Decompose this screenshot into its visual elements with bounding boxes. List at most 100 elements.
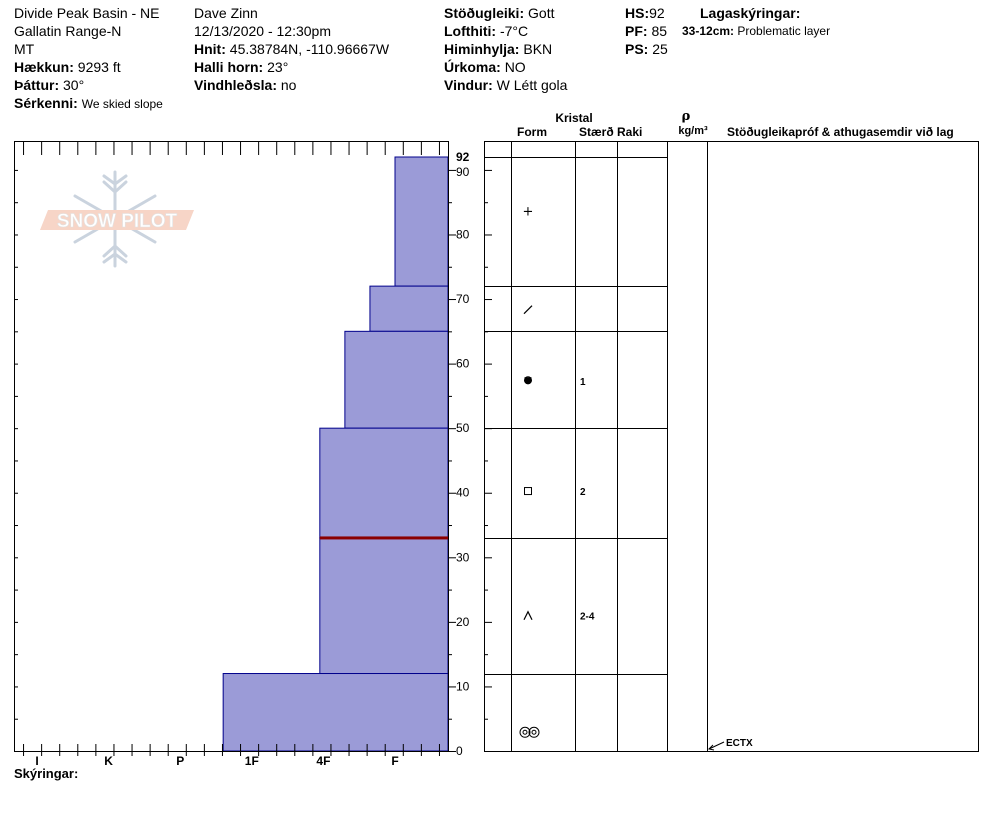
test-pointer-arrow-icon xyxy=(707,744,715,751)
precip-particles-icon: + xyxy=(523,205,534,220)
layer-note-row: 33-12cm: Problematic layer xyxy=(682,22,830,40)
hs-label: HS: xyxy=(625,5,650,21)
depth-tick-label: 30 xyxy=(456,550,470,564)
legend-label: Skýringar: xyxy=(14,766,78,781)
slope-value: 23° xyxy=(267,59,289,75)
depth-tick-label: 40 xyxy=(456,486,470,500)
elevation-value: 9293 ft xyxy=(77,59,121,75)
coords-label: Hnit: xyxy=(194,41,226,57)
features-value: We skied slope xyxy=(81,97,163,111)
depth-tick-label: 92 xyxy=(456,150,470,164)
hardness-layer-bar xyxy=(394,156,449,287)
hardness-plot-frame xyxy=(14,141,449,752)
depth-tick-label: 10 xyxy=(456,679,470,693)
depth-tick-label: 20 xyxy=(456,615,470,629)
size-header: Stærð xyxy=(579,125,614,139)
aspect-label: Þáttur: xyxy=(14,77,60,93)
melt-freeze-icon xyxy=(519,726,531,738)
wind-loading-value: no xyxy=(280,77,297,93)
pf-label: PF: xyxy=(625,23,648,39)
elevation-row: Hækkun: 9293 ft xyxy=(14,58,163,76)
layer-notes-title: Lagaskýringar: xyxy=(700,4,830,22)
weather-info: Stöðugleiki: Gott Lofthiti: -7°C Himinhy… xyxy=(444,4,567,94)
hardness-axis-labels: I K P 1F 4F F xyxy=(35,754,398,768)
ps-row: PS: 25 xyxy=(625,40,668,58)
elevation-label: Hækkun: xyxy=(14,59,74,75)
stability-tests: ECTX xyxy=(707,738,753,751)
ps-value: 25 xyxy=(652,41,668,57)
hardness-tick-label: 4F xyxy=(316,754,330,768)
stability-value: Gott xyxy=(528,5,555,21)
depth-tick-label: 70 xyxy=(456,292,470,306)
layer-table-frame xyxy=(484,141,979,752)
depth-tick-label: 90 xyxy=(456,165,470,179)
layer-notes-label: Lagaskýringar: xyxy=(700,5,801,21)
melt-freeze-inner-icon xyxy=(522,729,528,735)
melt-freeze-icon xyxy=(528,726,540,738)
hardness-tick-label: I xyxy=(35,754,38,768)
air-temp-value: -7°C xyxy=(499,23,529,39)
state-name: MT xyxy=(14,41,35,57)
range-name: Gallatin Range-N xyxy=(14,23,122,39)
hs-row: HS:92 xyxy=(625,4,668,22)
decomposing-fragments-icon xyxy=(523,305,533,315)
test-result-label: ECTX xyxy=(726,738,753,749)
observer-name: Dave Zinn xyxy=(194,5,258,21)
depth-tick-label: 80 xyxy=(456,227,470,241)
rounded-facet-outline-icon xyxy=(524,376,532,385)
depth-tick-label: 0 xyxy=(456,744,463,758)
top-minor-ticks xyxy=(23,142,440,155)
ps-label: PS: xyxy=(625,41,649,57)
slope-row: Halli horn: 23° xyxy=(194,58,389,76)
logo-banner xyxy=(40,210,194,230)
density-unit: kg/m³ xyxy=(678,125,708,137)
table-layer-rows xyxy=(484,157,667,675)
hardness-layer-bar xyxy=(222,673,449,752)
air-temp-label: Lofthiti: xyxy=(444,23,497,39)
left-minor-ticks xyxy=(14,169,18,752)
stability-row: Stöðugleiki: Gott xyxy=(444,4,567,22)
sky-label: Himinhylja: xyxy=(444,41,520,57)
grain-size-label: 2 xyxy=(580,487,586,498)
grain-size-label: 1 xyxy=(580,377,586,388)
snowpilot-logo: SNOW PILOT xyxy=(40,170,194,268)
weak-layer-marker xyxy=(319,536,448,540)
hs-value: 92 xyxy=(649,5,665,21)
wind-loading-row: Vindhleðsla: no xyxy=(194,76,389,94)
hardness-tick-label: F xyxy=(391,754,398,768)
air-temp-row: Lofthiti: -7°C xyxy=(444,22,567,40)
location-name: Divide Peak Basin - NE xyxy=(14,5,160,21)
depth-tick-label: 60 xyxy=(456,357,470,371)
features-label: Sérkenni: xyxy=(14,95,78,111)
hardness-layer-bar xyxy=(319,427,449,539)
stability-tests-header: Stöðugleikapróf & athugasemdir við lag xyxy=(727,125,954,139)
hardness-layer-bar xyxy=(344,330,449,429)
precip-row: Úrkoma: NO xyxy=(444,58,567,76)
faceted-crystal-icon xyxy=(524,487,532,496)
hardness-tick-label: P xyxy=(176,754,184,768)
wind-label: Vindur: xyxy=(444,77,493,93)
coords-value: 45.38784N, -110.96667W xyxy=(229,41,390,57)
location-info: Divide Peak Basin - NE Gallatin Range-N … xyxy=(14,4,163,113)
pf-value: 85 xyxy=(651,23,668,39)
sky-value: BKN xyxy=(523,41,553,57)
moisture-header: Raki xyxy=(617,125,642,139)
form-header: Form xyxy=(517,125,547,139)
logo-text: SNOW PILOT xyxy=(57,211,178,232)
hardness-layer-bar xyxy=(319,537,449,675)
layer-note-text: Problematic layer xyxy=(737,24,831,38)
hardness-tick-label: K xyxy=(104,754,113,768)
melt-freeze-inner-icon xyxy=(531,729,537,735)
precip-label: Úrkoma: xyxy=(444,59,501,75)
wind-row: Vindur: W Létt gola xyxy=(444,76,567,94)
hardness-tick-label: 1F xyxy=(245,754,259,768)
aspect-value: 30° xyxy=(63,77,85,93)
stability-label: Stöðugleiki: xyxy=(444,5,525,21)
wind-loading-label: Vindhleðsla: xyxy=(194,77,277,93)
slope-label: Halli horn: xyxy=(194,59,264,75)
depth-axis-ticks xyxy=(448,169,492,752)
features-row: Sérkenni: We skied slope xyxy=(14,94,163,113)
bottom-ticks xyxy=(23,744,440,756)
